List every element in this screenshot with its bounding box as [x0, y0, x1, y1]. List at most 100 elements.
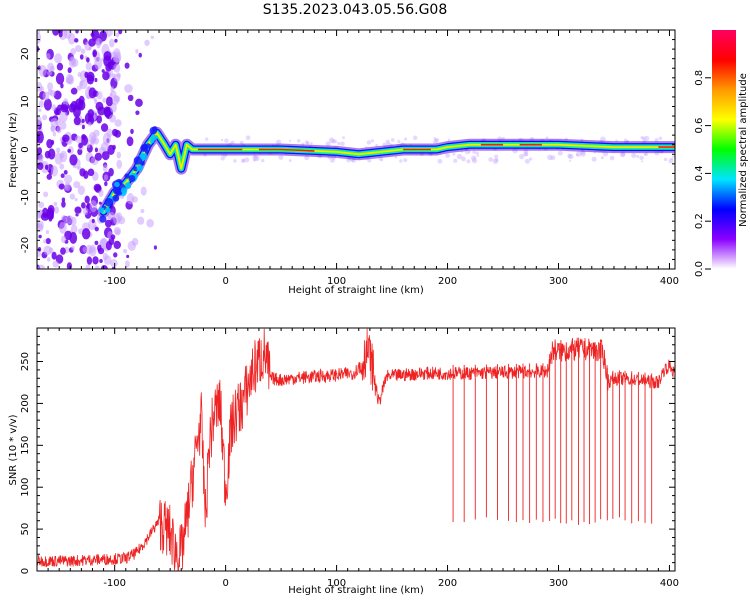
haze-dot — [476, 154, 479, 157]
noise-blob — [51, 104, 57, 112]
haze-dot — [244, 157, 250, 163]
haze-dot — [591, 156, 597, 162]
noise-blob — [100, 123, 109, 132]
noise-blob — [84, 195, 90, 204]
haze-dot — [380, 158, 383, 162]
noise-blob — [56, 126, 62, 134]
colorbar-tick-label: 0.6 — [694, 118, 705, 134]
noise-blob — [60, 121, 67, 130]
noise-blob — [39, 86, 45, 92]
noise-blob — [96, 115, 103, 124]
noise-blob — [126, 136, 134, 147]
noise-blob — [111, 94, 120, 106]
noise-blob — [135, 49, 139, 54]
noise-blob — [38, 108, 42, 112]
noise-blob — [64, 230, 72, 241]
haze-dot — [304, 140, 309, 145]
noise-blob — [137, 216, 145, 225]
noise-blob — [43, 191, 49, 198]
noise-blob — [53, 206, 60, 214]
noise-blob — [48, 148, 56, 160]
snr-x-ticks: -100 0 100 200 300 400 — [36, 328, 679, 589]
noise-blob — [116, 151, 122, 159]
noise-blob — [49, 90, 56, 97]
colorbar-tick-label: 0.2 — [694, 213, 705, 229]
noise-blob — [118, 30, 123, 35]
noise-blob — [69, 154, 78, 166]
haze-dot — [241, 158, 246, 163]
noise-blob — [104, 181, 108, 187]
haze-dot — [643, 153, 647, 156]
noise-blob — [94, 57, 103, 70]
snr-y-tick-label: 50 — [20, 523, 31, 536]
haze-dot — [668, 158, 674, 164]
noise-blob — [81, 228, 91, 240]
noise-blob — [88, 121, 92, 127]
ridge-speckle — [104, 197, 114, 207]
noise-blob — [46, 138, 53, 149]
haze-dot — [492, 158, 499, 164]
haze-dot — [296, 139, 301, 143]
noise-blob — [110, 234, 116, 240]
haze-dot — [494, 158, 499, 163]
noise-blob — [110, 86, 115, 93]
haze-dot — [399, 159, 403, 163]
noise-blob — [51, 251, 57, 260]
haze-dot — [224, 138, 229, 143]
noise-blob — [47, 70, 53, 76]
noise-blob — [97, 247, 105, 255]
haze-dot — [433, 137, 437, 140]
spectrogram-x-ticks: -100 0 100 200 300 400 — [36, 30, 679, 287]
noise-blob — [97, 106, 106, 116]
noise-blob — [113, 227, 121, 235]
noise-blob — [81, 134, 87, 140]
noise-blob — [123, 248, 128, 254]
noise-blob — [63, 174, 73, 184]
noise-blob — [38, 154, 44, 162]
noise-blob — [43, 98, 52, 111]
noise-blob — [82, 246, 87, 253]
noise-blob — [38, 201, 45, 208]
noise-blob — [52, 30, 60, 36]
noise-blob — [48, 210, 54, 218]
ridge-speckle — [133, 156, 143, 165]
noise-blob — [96, 91, 103, 100]
haze-dot — [253, 154, 257, 159]
haze-dot — [550, 155, 556, 161]
colorbar: 0.0 0.2 0.4 0.6 0.8 Normalized spectral ampl… — [694, 30, 749, 277]
spectrogram-plot-area — [37, 30, 675, 269]
haze-dot — [636, 154, 640, 158]
noise-blob — [94, 152, 103, 161]
ridge-speckle — [98, 207, 105, 214]
noise-blob — [60, 104, 69, 113]
noise-blob — [46, 173, 53, 180]
noise-blob — [113, 63, 121, 73]
haze-dot — [524, 158, 530, 164]
haze-dot — [547, 154, 553, 161]
noise-blob — [114, 119, 122, 127]
noise-blob — [115, 32, 120, 38]
noise-blob — [63, 170, 68, 175]
noise-blob — [77, 71, 82, 78]
haze-dot — [337, 141, 341, 146]
noise-blob — [92, 49, 98, 57]
snr-plot-area — [37, 328, 675, 571]
snr-y-tick-label: 0 — [20, 568, 31, 574]
ridge-speckle — [136, 164, 144, 172]
haze-dot — [333, 139, 337, 144]
ridge-speckle — [124, 182, 131, 189]
haze-dot — [600, 156, 604, 160]
haze-dot — [437, 158, 443, 164]
haze-dot — [519, 153, 525, 160]
noise-blob — [81, 118, 85, 124]
noise-blob — [70, 48, 76, 56]
haze-dot — [351, 159, 354, 162]
haze-dot — [261, 158, 265, 163]
noise-blob — [111, 128, 119, 137]
noise-blob — [38, 234, 42, 239]
noise-blob — [103, 174, 108, 181]
noise-blob — [43, 245, 52, 256]
ridge-speckle — [149, 126, 158, 135]
haze-dot — [366, 140, 372, 145]
